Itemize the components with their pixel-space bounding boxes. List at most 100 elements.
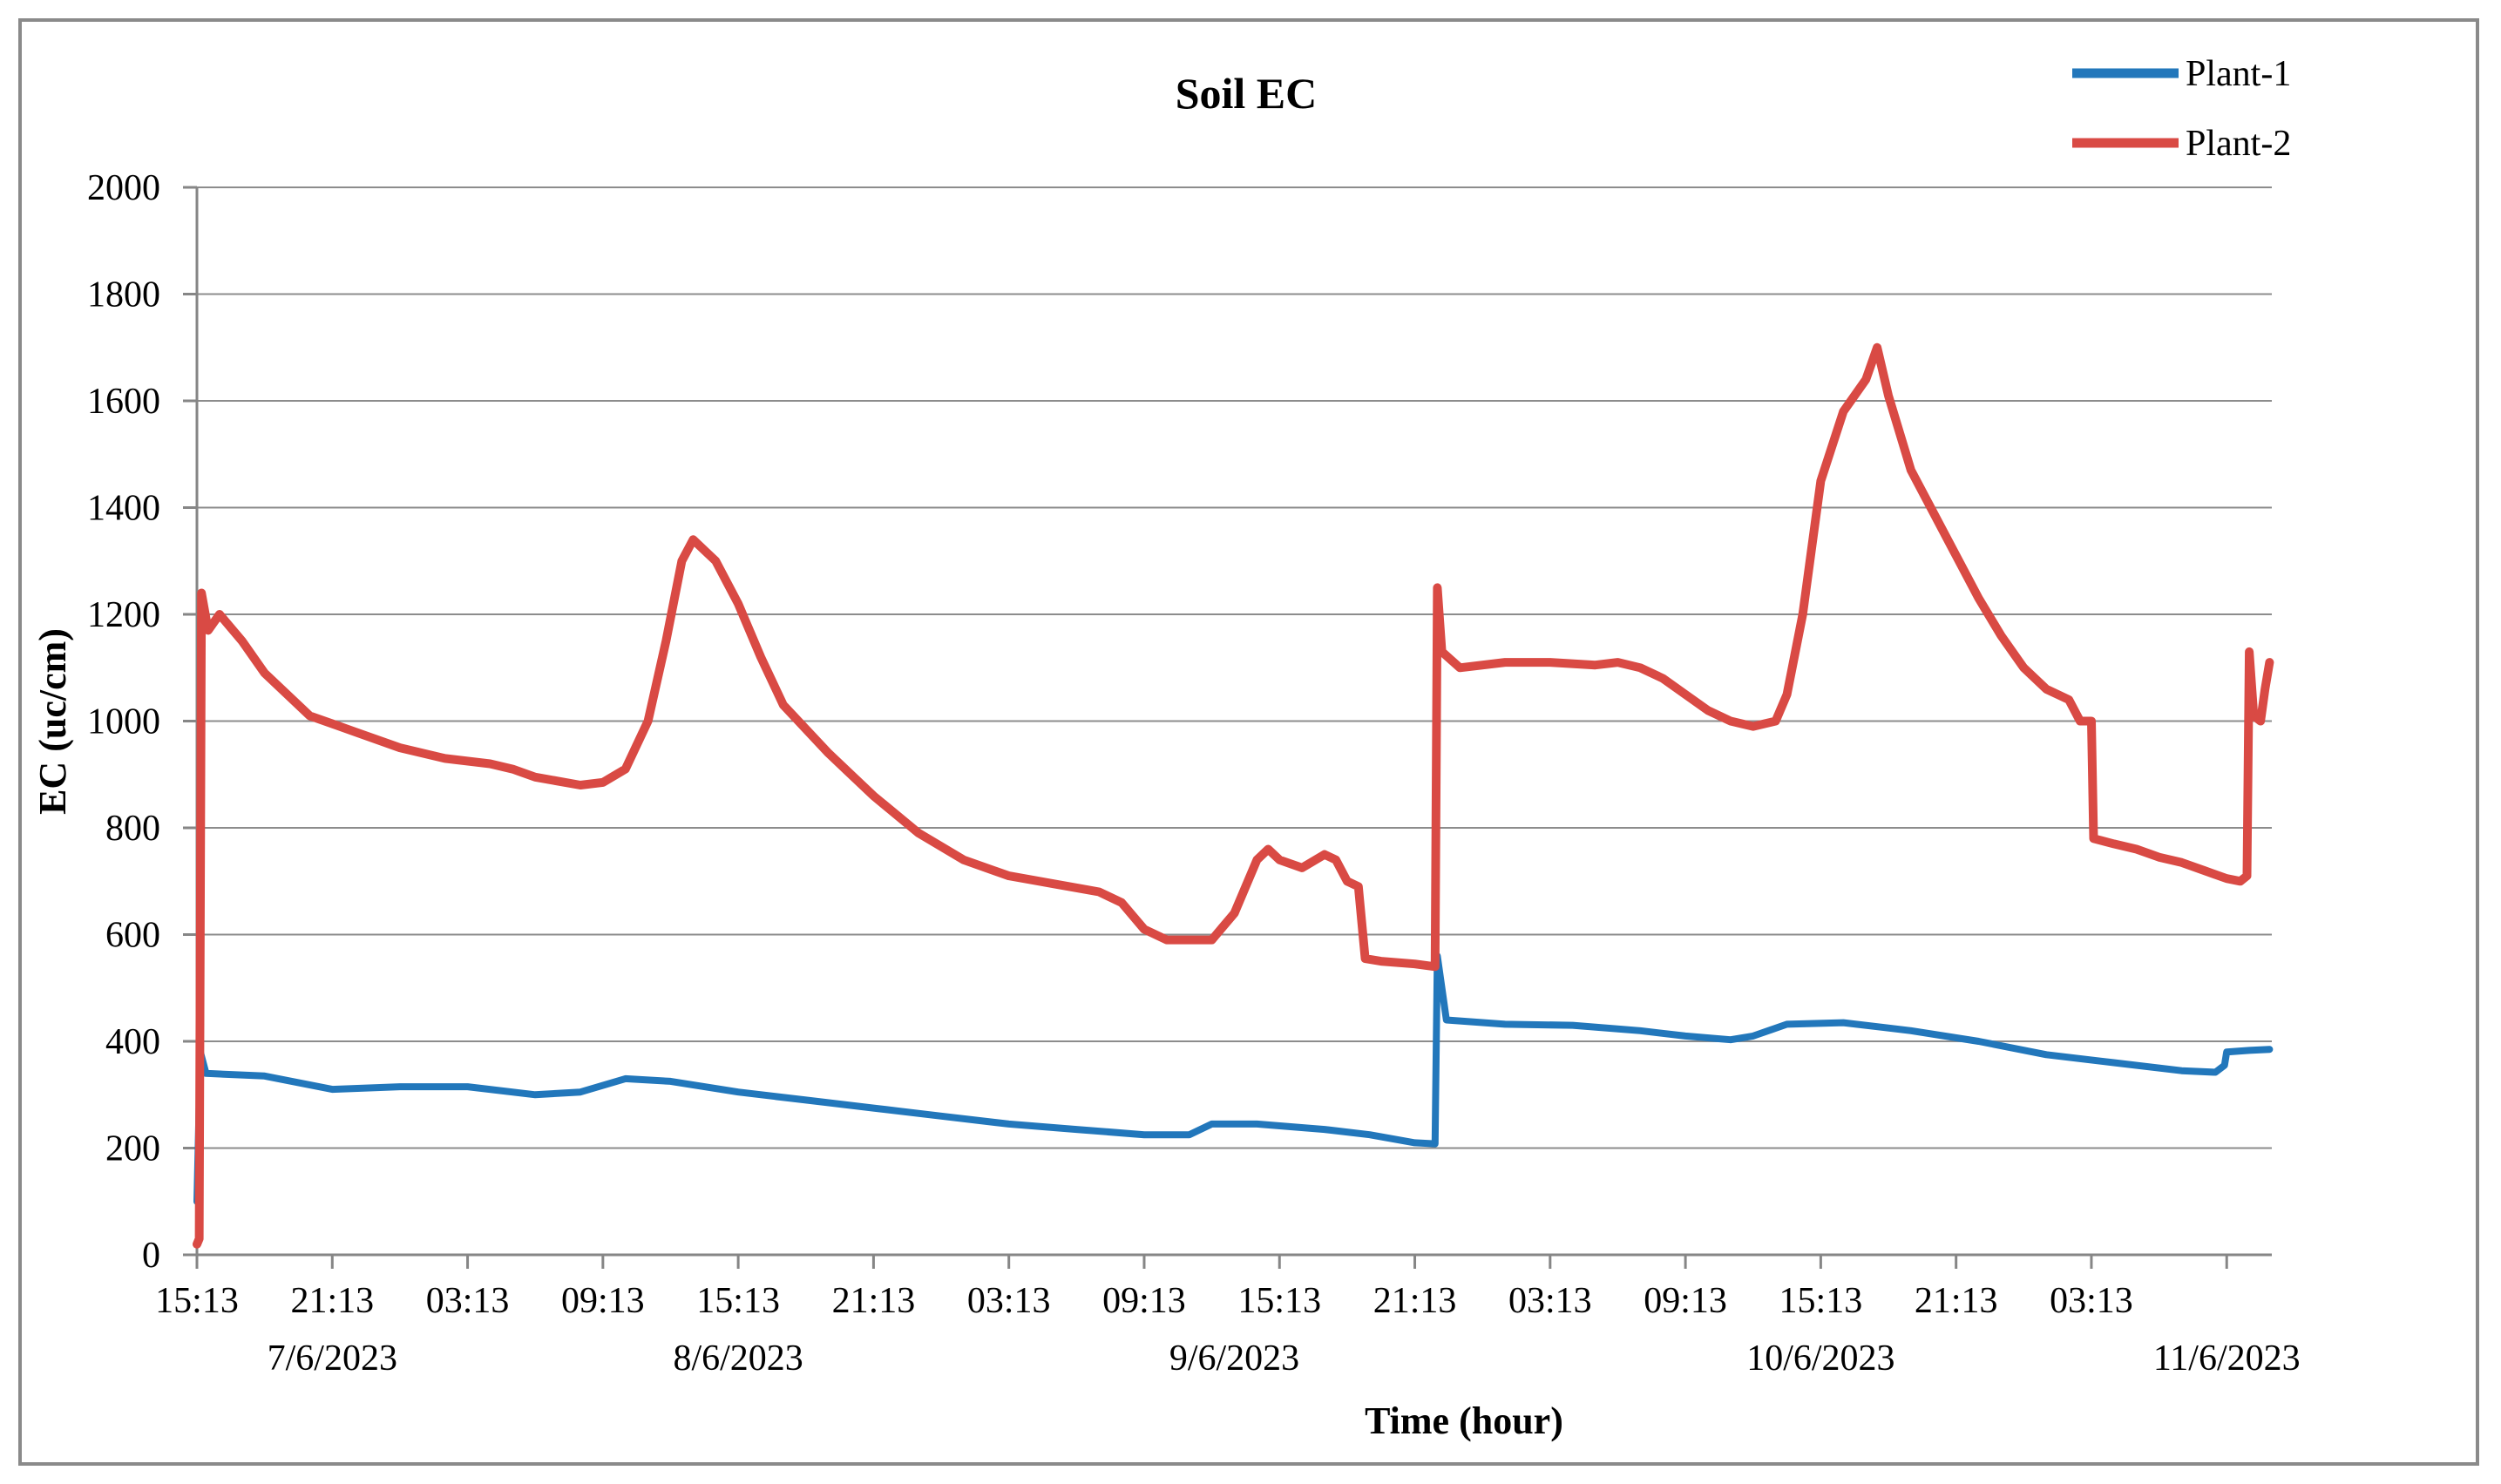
data-point — [961, 857, 966, 862]
data-point — [1728, 1038, 1732, 1042]
data-point — [1210, 1121, 1214, 1126]
data-point — [1593, 663, 1597, 667]
data-point — [217, 613, 221, 616]
data-point — [1458, 666, 1462, 670]
x-tick-label: 15:13 — [1779, 1281, 1863, 1321]
date-label: 8/6/2023 — [673, 1338, 803, 1379]
series-plant-2 — [193, 342, 2274, 1249]
data-point — [1841, 1020, 1846, 1025]
data-point — [1120, 900, 1124, 905]
data-point — [511, 767, 515, 771]
data-point — [1006, 1121, 1011, 1126]
data-point — [1433, 965, 1437, 969]
data-point — [240, 639, 244, 643]
data-point — [197, 1237, 201, 1241]
data-point — [2225, 877, 2229, 881]
data-point — [1976, 1040, 1981, 1043]
date-label: 10/6/2023 — [1746, 1338, 1894, 1379]
data-point — [623, 767, 627, 771]
data-point — [1232, 911, 1237, 915]
data-point — [680, 559, 684, 563]
y-tick-label: 1600 — [87, 382, 160, 422]
data-point — [2213, 1070, 2218, 1074]
data-point — [488, 762, 492, 766]
data-point — [200, 591, 204, 595]
data-point — [759, 655, 762, 659]
data-point — [1210, 938, 1214, 942]
data-point — [285, 692, 289, 696]
chart-frame — [18, 18, 2479, 1466]
data-point — [1887, 393, 1890, 397]
x-tick-label: 09:13 — [1102, 1281, 1186, 1321]
data-point — [691, 538, 695, 542]
data-point — [939, 1114, 944, 1118]
data-point — [1638, 666, 1643, 670]
data-point — [2238, 879, 2242, 884]
data-point — [353, 729, 357, 734]
date-label: 9/6/2023 — [1169, 1338, 1299, 1379]
data-point — [1345, 879, 1349, 884]
data-point — [2252, 714, 2256, 718]
data-point — [1954, 553, 1958, 558]
data-point — [917, 831, 921, 836]
data-point — [2134, 847, 2138, 851]
data-point — [1440, 649, 1444, 654]
data-point — [2044, 687, 2049, 691]
data-point — [781, 703, 785, 708]
y-tick-label: 400 — [105, 1022, 160, 1062]
data-point — [668, 1079, 673, 1083]
y-tick-label: 200 — [105, 1129, 160, 1169]
x-tick-label: 21:13 — [1373, 1281, 1457, 1321]
x-tick-label: 09:13 — [1644, 1281, 1727, 1321]
data-point — [1367, 1133, 1372, 1137]
x-tick-label: 21:13 — [290, 1281, 374, 1321]
data-point — [2225, 1050, 2229, 1054]
series-plant-1 — [193, 952, 2274, 1205]
data-point — [1931, 511, 1935, 515]
data-point — [2090, 719, 2093, 723]
data-point — [1097, 890, 1101, 894]
x-tick-label: 15:13 — [696, 1281, 780, 1321]
data-point — [1255, 857, 1259, 862]
data-point — [1638, 1028, 1643, 1033]
data-point — [579, 783, 582, 787]
data-point — [2267, 661, 2272, 665]
data-point — [2259, 719, 2263, 723]
y-tick-label: 0 — [142, 1236, 160, 1276]
data-point — [533, 775, 538, 779]
x-tick-label: 03:13 — [426, 1281, 510, 1321]
data-point — [2044, 1053, 2049, 1057]
data-point — [826, 751, 830, 756]
data-point — [1413, 962, 1417, 966]
date-label: 7/6/2023 — [268, 1338, 397, 1379]
data-point — [465, 1085, 470, 1089]
data-point — [623, 1076, 627, 1081]
y-tick-label: 600 — [105, 916, 160, 956]
data-point — [1548, 661, 1552, 665]
data-point — [1773, 719, 1778, 723]
y-tick-label: 1800 — [87, 275, 160, 315]
x-tick-label: 15:13 — [155, 1281, 239, 1321]
data-point — [443, 756, 447, 761]
data-point — [1278, 857, 1282, 862]
data-point — [308, 714, 312, 718]
data-point — [1323, 1128, 1326, 1132]
data-point — [2022, 666, 2026, 670]
data-point — [1684, 1033, 1688, 1038]
data-point — [2179, 860, 2184, 864]
x-tick-label: 09:13 — [561, 1281, 645, 1321]
data-point — [1433, 1142, 1437, 1146]
data-point — [1570, 1023, 1575, 1027]
data-point — [2267, 1047, 2272, 1052]
data-point — [204, 1071, 208, 1075]
data-point — [1164, 938, 1169, 942]
grid-lines — [197, 186, 2272, 1149]
data-point — [714, 559, 718, 563]
x-tick-label: 15:13 — [1237, 1281, 1321, 1321]
data-point — [1363, 957, 1367, 961]
date-label: 11/6/2023 — [2153, 1338, 2301, 1379]
data-point — [1503, 1022, 1508, 1027]
data-point — [1300, 865, 1305, 870]
legend-label-plant-2: Plant-2 — [2186, 124, 2291, 164]
